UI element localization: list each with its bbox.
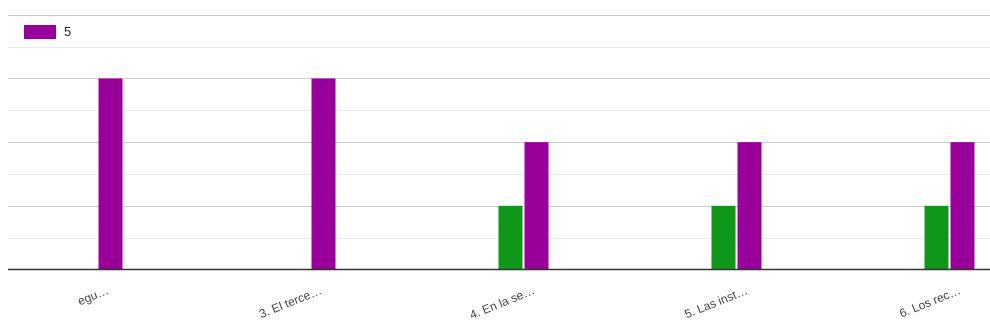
bar-series-5-1 [98, 78, 123, 270]
x-tick-label: 3. El terce… [257, 283, 323, 321]
bar-series-5-3 [524, 142, 549, 270]
legend-label-5: 5 [64, 24, 72, 39]
bar-series-1-3 [498, 205, 523, 270]
bar-series-5-2 [311, 78, 336, 270]
bar-series-1-4 [711, 205, 736, 270]
bar-series-5-5 [950, 142, 975, 270]
x-tick-label: 5. Las inst… [683, 283, 750, 321]
x-tick-label: 6. Los rec… [897, 283, 962, 320]
bar-series-1-5 [924, 205, 949, 270]
x-tick-label: 4. En la se… [468, 283, 537, 322]
chart-legend: 5 [24, 24, 71, 39]
legend-swatch-5 [24, 24, 56, 39]
bar-series-5-4 [737, 142, 762, 270]
x-tick-label: egu… [76, 283, 111, 308]
